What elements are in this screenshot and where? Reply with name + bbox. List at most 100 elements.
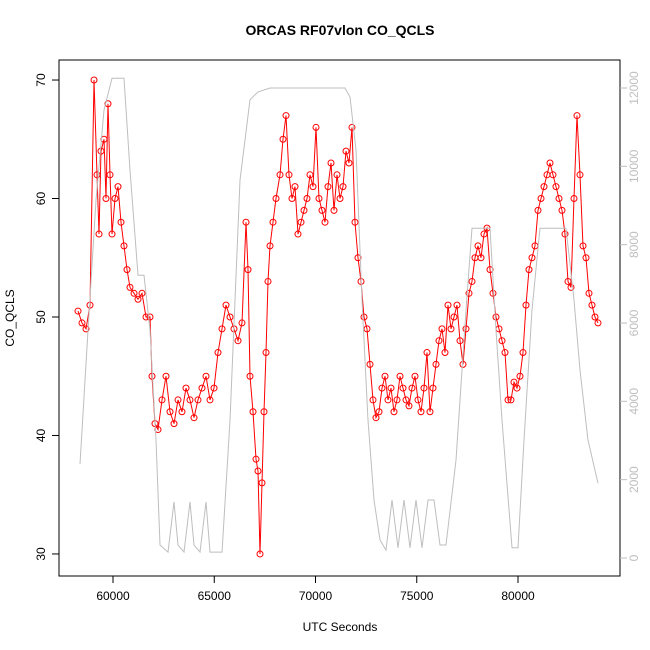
data-point <box>405 402 413 410</box>
data-point <box>93 171 101 179</box>
data-point <box>525 266 533 274</box>
data-point <box>387 384 395 392</box>
data-point <box>178 408 186 416</box>
data-point <box>210 384 218 392</box>
data-point <box>102 195 110 203</box>
data-point <box>226 313 234 321</box>
data-point <box>354 254 362 262</box>
data-point <box>260 408 268 416</box>
data-point <box>258 479 266 487</box>
data-point <box>390 408 398 416</box>
x-tick-label: 65000 <box>198 589 232 603</box>
data-point <box>242 218 250 226</box>
data-point <box>206 396 214 404</box>
data-point <box>138 289 146 297</box>
data-point <box>462 325 470 333</box>
data-point <box>474 242 482 250</box>
data-point <box>432 360 440 368</box>
data-point <box>570 195 578 203</box>
data-point <box>170 420 178 428</box>
data-point <box>573 112 581 120</box>
data-point <box>249 408 257 416</box>
data-point <box>244 266 252 274</box>
data-point <box>174 396 182 404</box>
y-tick-label: 30 <box>34 547 48 561</box>
data-point <box>369 396 377 404</box>
data-point <box>78 319 86 327</box>
data-point <box>82 325 90 333</box>
data-point <box>315 195 323 203</box>
data-point <box>519 349 527 357</box>
data-point <box>438 325 446 333</box>
data-point <box>444 301 452 309</box>
y2-tick-label: 10000 <box>627 149 641 183</box>
data-point <box>546 159 554 167</box>
data-point <box>453 301 461 309</box>
y-axis-label: CO_QCLS <box>3 289 17 346</box>
data-point <box>134 295 142 303</box>
data-point <box>345 159 353 167</box>
data-point <box>567 283 575 291</box>
data-point <box>234 337 242 345</box>
data-point <box>262 349 270 357</box>
data-point <box>375 408 383 416</box>
data-point <box>238 319 246 327</box>
data-point <box>297 218 305 226</box>
data-point <box>279 135 287 143</box>
data-point <box>552 183 560 191</box>
data-point <box>202 372 210 380</box>
x-tick-label: 80000 <box>501 589 535 603</box>
data-point <box>342 147 350 155</box>
data-point <box>74 307 82 315</box>
data-point <box>294 230 302 238</box>
data-point <box>513 384 521 392</box>
y2-tick-label: 6000 <box>627 309 641 336</box>
data-point <box>158 396 166 404</box>
data-point <box>285 171 293 179</box>
y-tick-label: 40 <box>34 428 48 442</box>
data-point <box>408 384 416 392</box>
data-point <box>555 195 563 203</box>
data-point <box>426 408 434 416</box>
data-point <box>222 301 230 309</box>
data-point <box>182 384 190 392</box>
data-point <box>492 313 500 321</box>
data-point <box>585 289 593 297</box>
data-point <box>528 254 536 262</box>
data-point <box>447 325 455 333</box>
data-point <box>123 266 131 274</box>
data-point <box>396 372 404 380</box>
data-point <box>561 230 569 238</box>
data-point <box>117 218 125 226</box>
data-point <box>549 171 557 179</box>
data-point <box>194 396 202 404</box>
data-point <box>435 337 443 345</box>
chart-title: ORCAS RF07vlon CO_QCLS <box>245 22 434 38</box>
y-tick-label: 70 <box>34 73 48 87</box>
x-tick-label: 60000 <box>96 589 130 603</box>
data-point <box>411 372 419 380</box>
data-point <box>114 183 122 191</box>
data-point <box>214 349 222 357</box>
data-point <box>146 313 154 321</box>
data-point <box>516 372 524 380</box>
data-point <box>450 313 458 321</box>
data-point <box>510 378 518 386</box>
data-point <box>333 171 341 179</box>
data-point <box>312 123 320 131</box>
data-point <box>348 123 356 131</box>
data-point <box>272 195 280 203</box>
data-point <box>95 230 103 238</box>
data-point <box>300 206 308 214</box>
x-axis-label: UTC Seconds <box>303 620 378 634</box>
series-line <box>77 80 599 554</box>
data-point <box>417 408 425 416</box>
data-point <box>336 195 344 203</box>
y-tick-label: 50 <box>34 310 48 324</box>
data-point <box>378 384 386 392</box>
data-point <box>321 218 329 226</box>
data-point <box>522 301 530 309</box>
y2-tick-label: 2000 <box>627 466 641 493</box>
data-point <box>465 289 473 297</box>
data-point <box>594 319 602 327</box>
